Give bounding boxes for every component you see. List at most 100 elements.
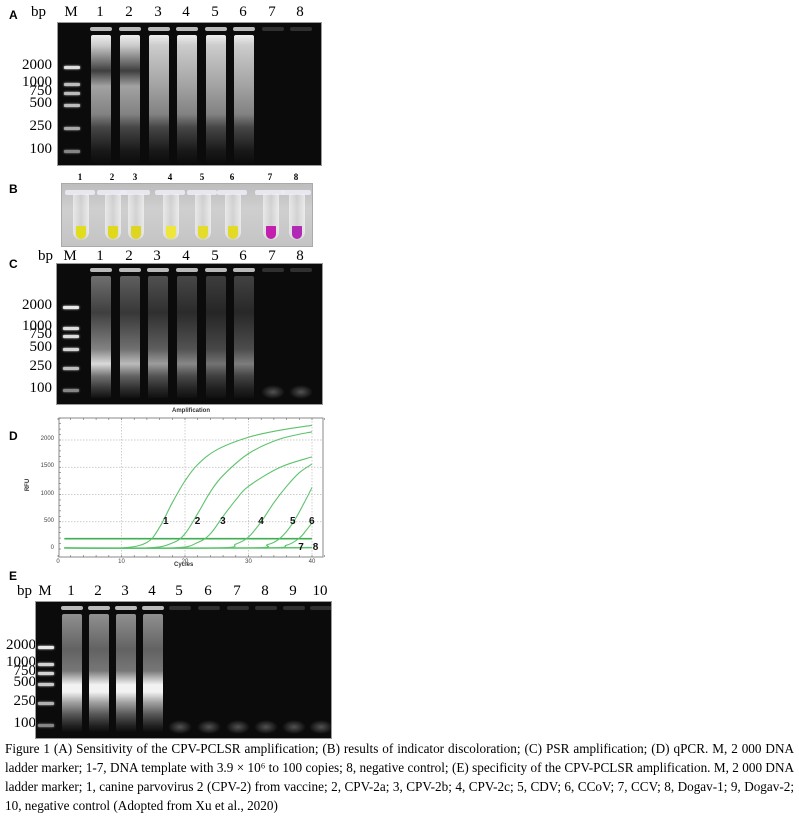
reaction-tube — [281, 190, 311, 242]
gel-well — [233, 27, 255, 31]
gel-well — [169, 606, 191, 610]
ladder-band — [64, 66, 80, 69]
dna-smear — [143, 614, 163, 732]
panel-a-letter: A — [9, 8, 18, 22]
dna-smear — [234, 276, 254, 398]
reaction-tube — [187, 190, 217, 242]
lane-label: 3 — [153, 248, 161, 264]
panel-c-lane-labels: M 1 2 3 4 5 6 7 8 — [0, 248, 330, 266]
dna-smear — [120, 276, 140, 398]
panel-e-bp-labels: 2000 1000 750 500 250 100 — [0, 566, 38, 738]
tube-liquid-magenta — [266, 226, 276, 239]
ladder-band — [38, 724, 54, 727]
ladder-band — [38, 702, 54, 705]
primer-dimer-glow — [197, 720, 221, 734]
primer-dimer-glow — [261, 385, 285, 399]
x-tick-label: 0 — [56, 559, 60, 565]
dna-smear — [149, 35, 169, 163]
panel-e-bp-header: bp — [17, 583, 32, 599]
tube-number-label: 1 — [77, 172, 83, 182]
primer-dimer-glow — [254, 720, 278, 734]
lane-label: 8 — [296, 4, 304, 20]
primer-dimer-glow — [289, 385, 313, 399]
tube-body — [105, 194, 121, 240]
tube-liquid-yellow — [76, 226, 86, 239]
bp-size-label: 1000 — [6, 654, 36, 670]
ladder-band — [38, 672, 54, 675]
plot-frame — [58, 417, 324, 558]
curve-number-label: 5 — [289, 515, 296, 527]
qpcr-amplification-plot — [57, 417, 326, 558]
curve-number-label: 6 — [309, 515, 315, 527]
x-tick-label: 20 — [181, 559, 189, 565]
bp-size-label: 2000 — [6, 637, 36, 653]
amplification-curve-2 — [64, 431, 313, 549]
panel-b-tube-labels: 1 2 3 4 5 6 7 8 — [0, 172, 330, 184]
gel-well — [205, 27, 227, 31]
gel-well — [90, 27, 112, 31]
dna-smear — [91, 276, 111, 398]
tube-cap — [155, 190, 185, 195]
lane-label: 9 — [289, 583, 297, 599]
bp-size-label: 250 — [29, 358, 53, 374]
gel-well — [119, 27, 141, 31]
bp-size-label: 500 — [29, 339, 53, 355]
reaction-tube — [120, 190, 150, 242]
dna-smear — [206, 276, 226, 398]
gel-well — [147, 268, 169, 272]
ladder-band — [63, 348, 79, 351]
lane-label: 8 — [261, 583, 269, 599]
ladder-band — [64, 127, 80, 130]
gel-well — [176, 268, 198, 272]
lane-label: 5 — [211, 248, 219, 264]
tube-liquid-yellow — [166, 226, 176, 239]
bp-size-label: 1000 — [22, 318, 52, 334]
lane-label: 5 — [211, 4, 219, 20]
dna-smear — [116, 614, 136, 732]
tube-cap — [217, 190, 247, 195]
panel-a-bp-labels: 2000 1000 750 500 250 100 — [4, 0, 54, 168]
bp-size-label: 100 — [29, 141, 53, 157]
gel-well — [290, 268, 312, 272]
lane-label: 3 — [154, 4, 162, 20]
tube-number-label: 6 — [229, 172, 235, 182]
ladder-band — [64, 92, 80, 95]
tube-liquid-yellow — [108, 226, 118, 239]
ladder-band — [38, 663, 54, 666]
ladder-band — [64, 83, 80, 86]
gel-well — [142, 606, 164, 610]
curve-number-label: 2 — [194, 515, 201, 527]
panel-e: E bp M 1 2 3 4 5 6 7 8 9 10 2000 1000 750 500 250 100 — [0, 566, 340, 739]
lane-label: 4 — [182, 4, 190, 20]
reaction-tube — [155, 190, 185, 242]
gel-well — [148, 27, 170, 31]
tube-number-label: 3 — [132, 172, 138, 182]
y-tick-label: 2000 — [40, 436, 54, 442]
dna-smear — [177, 35, 197, 163]
gel-well — [262, 268, 284, 272]
lane-label: 8 — [296, 248, 304, 264]
primer-dimer-glow — [168, 720, 192, 734]
bp-size-label: 1000 — [22, 74, 52, 90]
panel-a-gel-image — [57, 22, 322, 166]
ladder-band — [64, 104, 80, 107]
dna-smear — [148, 276, 168, 398]
lane-label: 1 — [96, 248, 104, 264]
lane-label: 2 — [125, 248, 133, 264]
x-tick-label: 30 — [245, 559, 252, 565]
bp-size-label: 500 — [13, 674, 37, 690]
bp-size-label: 2000 — [22, 57, 52, 73]
lane-label-marker: M — [63, 248, 77, 264]
ladder-band — [64, 150, 80, 153]
curve-number-label: 4 — [258, 515, 264, 527]
panel-b-letter: B — [9, 182, 18, 196]
tube-body — [289, 194, 305, 240]
gel-well — [227, 606, 249, 610]
ladder-band — [38, 683, 54, 686]
y-tick-label: 1500 — [40, 463, 54, 470]
primer-dimer-glow — [282, 720, 306, 734]
reaction-tube — [97, 190, 127, 242]
lane-label: 3 — [121, 583, 129, 599]
